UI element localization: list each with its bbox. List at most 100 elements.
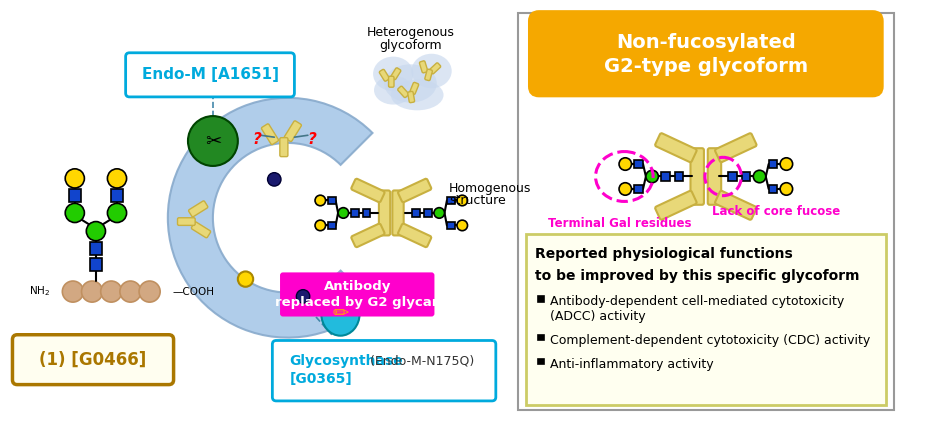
Circle shape xyxy=(139,281,160,302)
FancyBboxPatch shape xyxy=(188,201,208,217)
Wedge shape xyxy=(168,98,373,338)
Text: ✏: ✏ xyxy=(332,304,348,323)
FancyBboxPatch shape xyxy=(654,133,695,162)
Circle shape xyxy=(645,170,658,183)
Ellipse shape xyxy=(390,80,443,110)
FancyBboxPatch shape xyxy=(407,91,414,103)
Text: Glycosynthase: Glycosynthase xyxy=(289,354,402,368)
Circle shape xyxy=(433,208,444,218)
FancyBboxPatch shape xyxy=(392,190,403,236)
Ellipse shape xyxy=(373,57,413,91)
FancyBboxPatch shape xyxy=(177,218,195,225)
Ellipse shape xyxy=(384,64,436,103)
FancyBboxPatch shape xyxy=(714,191,755,220)
Bar xyxy=(110,190,124,202)
Circle shape xyxy=(268,173,281,186)
Bar xyxy=(518,14,893,409)
Bar xyxy=(328,197,335,204)
FancyBboxPatch shape xyxy=(280,272,434,316)
FancyBboxPatch shape xyxy=(272,341,495,401)
Text: ?: ? xyxy=(253,132,261,147)
Circle shape xyxy=(100,281,122,302)
Ellipse shape xyxy=(373,76,412,104)
FancyBboxPatch shape xyxy=(690,148,703,205)
Circle shape xyxy=(338,208,348,218)
Bar xyxy=(634,185,642,193)
FancyBboxPatch shape xyxy=(379,69,389,81)
Bar xyxy=(741,172,750,181)
Bar xyxy=(328,222,335,229)
FancyBboxPatch shape xyxy=(351,179,384,202)
Text: G2-type glycoform: G2-type glycoform xyxy=(603,57,807,76)
FancyBboxPatch shape xyxy=(397,86,408,98)
FancyBboxPatch shape xyxy=(284,121,301,142)
Ellipse shape xyxy=(411,54,451,88)
FancyBboxPatch shape xyxy=(654,191,695,220)
Bar xyxy=(90,258,102,271)
Circle shape xyxy=(296,290,310,303)
Bar xyxy=(90,242,102,255)
Bar xyxy=(634,160,642,168)
Circle shape xyxy=(66,203,84,222)
Text: Heterogenous: Heterogenous xyxy=(366,26,454,39)
Text: [G0365]: [G0365] xyxy=(289,372,352,386)
Circle shape xyxy=(108,203,126,222)
Text: Endo-M [A1651]: Endo-M [A1651] xyxy=(141,67,278,82)
Text: Complement-dependent cytotoxicity (CDC) activity: Complement-dependent cytotoxicity (CDC) … xyxy=(549,334,870,347)
Text: Homogenous: Homogenous xyxy=(448,181,531,195)
Text: ✂: ✂ xyxy=(204,132,221,151)
Circle shape xyxy=(314,195,325,206)
FancyBboxPatch shape xyxy=(261,124,278,145)
Bar xyxy=(362,209,370,217)
Circle shape xyxy=(238,272,253,287)
Circle shape xyxy=(108,169,126,188)
Ellipse shape xyxy=(321,291,359,336)
Text: —COOH: —COOH xyxy=(172,286,214,297)
Bar xyxy=(537,297,543,302)
Circle shape xyxy=(188,116,238,166)
Text: Antibody-dependent cell-mediated cytotoxicity: Antibody-dependent cell-mediated cytotox… xyxy=(549,295,844,308)
Circle shape xyxy=(81,281,103,302)
Text: (Endo-M-N175Q): (Endo-M-N175Q) xyxy=(366,354,475,367)
Circle shape xyxy=(753,170,765,183)
FancyBboxPatch shape xyxy=(12,335,173,385)
FancyBboxPatch shape xyxy=(390,68,401,80)
FancyBboxPatch shape xyxy=(707,148,721,205)
Bar xyxy=(727,172,737,181)
Bar xyxy=(537,335,543,341)
FancyBboxPatch shape xyxy=(419,61,427,73)
Circle shape xyxy=(619,158,631,170)
Circle shape xyxy=(780,183,792,195)
Bar xyxy=(0,8,513,415)
FancyBboxPatch shape xyxy=(125,53,294,97)
Text: Terminal Gal residues: Terminal Gal residues xyxy=(548,217,691,230)
Bar xyxy=(68,190,80,202)
FancyBboxPatch shape xyxy=(191,222,211,238)
Text: Non-fucosylated: Non-fucosylated xyxy=(615,33,795,52)
FancyBboxPatch shape xyxy=(378,190,389,236)
Bar xyxy=(768,185,777,193)
Text: Reported physiological functions: Reported physiological functions xyxy=(534,247,792,261)
FancyBboxPatch shape xyxy=(280,137,287,157)
Circle shape xyxy=(66,169,84,188)
Text: Lack of core fucose: Lack of core fucose xyxy=(711,205,839,218)
Bar xyxy=(446,222,454,229)
FancyBboxPatch shape xyxy=(529,11,882,96)
Text: (1) [G0466]: (1) [G0466] xyxy=(39,351,147,369)
Text: glycoform: glycoform xyxy=(379,38,441,52)
FancyBboxPatch shape xyxy=(388,76,394,87)
Circle shape xyxy=(63,281,83,302)
Text: to be improved by this specific glycoform: to be improved by this specific glycofor… xyxy=(534,269,858,283)
Bar xyxy=(537,359,543,365)
Bar xyxy=(423,209,431,217)
Bar xyxy=(768,160,777,168)
Circle shape xyxy=(457,220,467,231)
FancyBboxPatch shape xyxy=(409,82,418,94)
Bar xyxy=(351,209,358,217)
FancyBboxPatch shape xyxy=(714,133,755,162)
Bar xyxy=(446,197,454,204)
Circle shape xyxy=(780,158,792,170)
Circle shape xyxy=(314,220,325,231)
Text: Antibody: Antibody xyxy=(324,280,391,293)
Circle shape xyxy=(120,281,140,302)
